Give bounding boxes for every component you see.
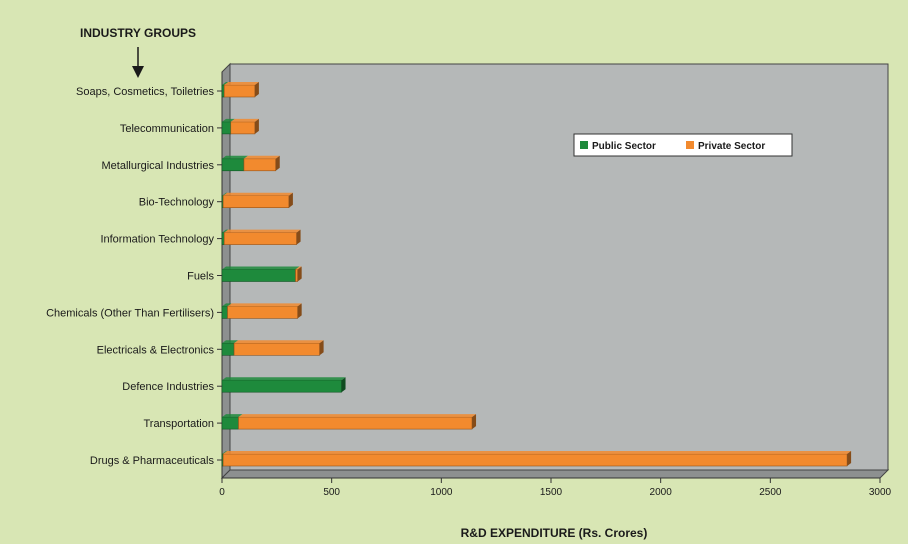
- x-axis-title: R&D EXPENDITURE (Rs. Crores): [461, 526, 648, 540]
- bar-private-sector: [222, 453, 848, 467]
- bar-top-face: [224, 229, 301, 233]
- category-label: Electricals & Electronics: [97, 344, 215, 356]
- category-label: Defence Industries: [122, 381, 214, 393]
- bar-top-face: [230, 118, 259, 122]
- bar-end-cap: [319, 340, 324, 356]
- bar-top-face: [223, 451, 852, 454]
- legend: Public Sector Private Sector: [573, 133, 793, 157]
- bar-top-face: [222, 192, 228, 196]
- bar-top-face: [224, 82, 259, 85]
- bar-top-face: [222, 229, 229, 233]
- bar-end-cap: [275, 155, 280, 171]
- bar-end-cap: [297, 303, 302, 319]
- legend-label-public: Public Sector: [592, 141, 656, 152]
- y-axis-title: INDUSTRY GROUPS: [80, 26, 196, 40]
- bar-top-face: [222, 266, 300, 270]
- bar-public-sector: [221, 306, 228, 319]
- bar-top-face: [222, 451, 228, 454]
- legend-swatch-private: [686, 141, 694, 149]
- bar-public-sector: [221, 379, 342, 393]
- bar-private-sector: [243, 158, 277, 172]
- bar-end-cap: [472, 414, 477, 430]
- bar-private-sector: [223, 84, 256, 98]
- bar-end-cap: [341, 377, 346, 393]
- plot-back-wall: [229, 63, 889, 471]
- category-label: Chemicals (Other Than Fertilisers): [46, 307, 214, 319]
- bar-top-face: [223, 192, 293, 196]
- bar-public-sector: [221, 121, 232, 135]
- category-label: Soaps, Cosmetics, Toiletries: [76, 86, 214, 98]
- category-label: Telecommunication: [120, 123, 214, 135]
- bar-top-face: [222, 82, 229, 85]
- bar-end-cap: [254, 118, 259, 134]
- bar-public-sector: [221, 269, 296, 282]
- bar-top-face: [222, 118, 235, 122]
- bars-layer: [221, 82, 852, 467]
- ticks-layer: 0 500 1000 1500 2000 2500 3000: [219, 478, 892, 498]
- bar-private-sector: [295, 269, 298, 282]
- bar-top-face: [222, 155, 248, 159]
- category-label: Bio-Technology: [139, 197, 215, 209]
- x-tick-label: 1500: [540, 487, 563, 498]
- bar-private-sector: [227, 306, 298, 319]
- bar-top-face: [222, 377, 346, 381]
- bar-private-sector: [222, 195, 290, 208]
- bar-top-face: [222, 303, 232, 307]
- bar-top-face: [238, 414, 477, 418]
- bar-public-sector: [221, 416, 239, 430]
- category-label: Metallurgical Industries: [102, 160, 215, 172]
- bar-end-cap: [254, 82, 259, 97]
- category-labels: Drugs & Pharmaceuticals Transportation Def…: [46, 86, 222, 467]
- bar-public-sector: [221, 342, 235, 356]
- bar-top-face: [222, 414, 243, 418]
- bar-end-cap: [296, 229, 301, 245]
- x-tick-label: 500: [323, 487, 340, 498]
- bar-private-sector: [230, 121, 256, 135]
- bar-private-sector: [238, 416, 473, 430]
- x-tick-label: 0: [219, 487, 225, 498]
- bar-end-cap: [297, 266, 302, 282]
- plot-floor: [220, 469, 890, 479]
- bar-end-cap: [288, 192, 293, 208]
- bar-top-face: [222, 340, 239, 344]
- bar-public-sector: [221, 158, 245, 172]
- x-tick-label: 2500: [759, 487, 782, 498]
- bar-top-face: [295, 266, 302, 270]
- bar-top-face: [234, 340, 324, 344]
- category-label: Transportation: [143, 418, 214, 430]
- x-tick-label: 2000: [650, 487, 673, 498]
- category-label: Information Technology: [100, 234, 214, 246]
- legend-swatch-public: [580, 141, 588, 149]
- bar-private-sector: [233, 342, 320, 356]
- bar-public-sector: [221, 232, 225, 245]
- legend-box: [573, 133, 793, 157]
- bar-top-face: [243, 155, 280, 159]
- legend-label-private: Private Sector: [698, 141, 765, 152]
- x-tick-label: 3000: [869, 487, 892, 498]
- category-label: Fuels: [187, 271, 214, 283]
- x-tick-label: 1000: [430, 487, 453, 498]
- category-label: Drugs & Pharmaceuticals: [90, 455, 215, 467]
- bar-private-sector: [223, 232, 297, 245]
- bar-public-sector: [221, 84, 225, 98]
- bar-end-cap: [847, 451, 852, 466]
- bar-top-face: [227, 303, 302, 307]
